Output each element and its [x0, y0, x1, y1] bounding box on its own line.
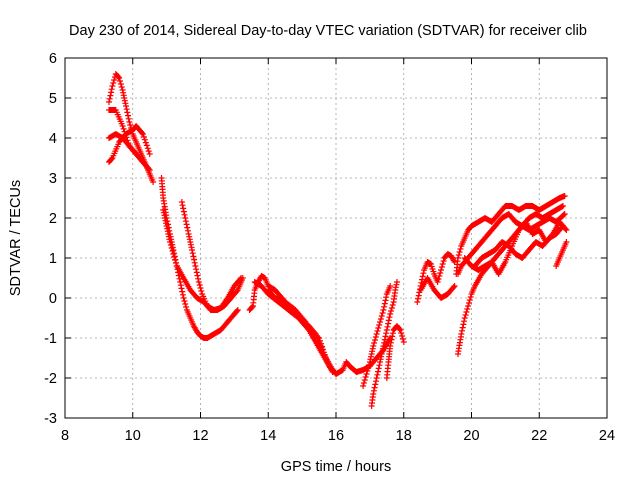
- y-axis-label: SDTVAR / TECUs: [8, 180, 24, 296]
- y-tick-label: 6: [49, 51, 57, 67]
- x-tick-label: 12: [192, 428, 208, 444]
- plus-markers: [455, 203, 566, 277]
- series-trace-22: [553, 239, 570, 269]
- plus-markers: [383, 323, 407, 381]
- y-tick-label: 0: [49, 291, 57, 307]
- plus-markers: [106, 123, 153, 165]
- x-tick-label: 22: [531, 428, 547, 444]
- series-trace-21: [461, 219, 570, 277]
- y-tick-label: 1: [49, 251, 57, 267]
- x-tick-label: 20: [463, 428, 479, 444]
- x-tick-label: 8: [61, 428, 69, 444]
- y-tick-label: -1: [44, 331, 57, 347]
- series-trace-14: [383, 323, 407, 381]
- x-tick-label: 24: [599, 428, 615, 444]
- plus-markers: [455, 211, 568, 357]
- grid-lines: [65, 58, 607, 418]
- series-trace-3: [106, 123, 153, 165]
- x-axis-label: GPS time / hours: [281, 459, 391, 475]
- plus-markers: [106, 107, 146, 165]
- y-tick-label: 3: [49, 171, 57, 187]
- chart-title: Day 230 of 2014, Sidereal Day-to-day VTE…: [69, 23, 587, 39]
- y-tick-label: 2: [49, 211, 57, 227]
- series-trace-7: [178, 199, 245, 313]
- plus-markers: [414, 251, 458, 305]
- y-tick-label: 4: [49, 131, 57, 147]
- series-trace-16: [417, 275, 458, 301]
- x-tick-label: 14: [260, 428, 276, 444]
- plus-markers: [178, 199, 245, 313]
- plus-markers: [368, 279, 400, 409]
- series-trace-9: [251, 279, 336, 375]
- series-trace-19: [455, 211, 568, 357]
- x-tick-label: 16: [328, 428, 344, 444]
- plus-markers: [251, 279, 336, 375]
- y-tick-label: 5: [49, 91, 57, 107]
- series-trace-18: [455, 203, 566, 277]
- x-tick-label: 18: [396, 428, 412, 444]
- series-trace-4: [106, 107, 146, 165]
- series-trace-12: [368, 279, 400, 409]
- data-points: [106, 71, 570, 409]
- plus-markers: [360, 283, 394, 389]
- plus-markers: [553, 239, 570, 269]
- plus-markers: [265, 287, 336, 373]
- series-trace-15: [414, 251, 458, 305]
- y-tick-label: -3: [44, 411, 57, 427]
- plus-markers: [461, 219, 570, 277]
- series-trace-13: [360, 283, 394, 389]
- plus-markers: [417, 275, 458, 301]
- series-trace-10: [265, 287, 336, 373]
- y-tick-label: -2: [44, 371, 57, 387]
- x-tick-label: 10: [125, 428, 141, 444]
